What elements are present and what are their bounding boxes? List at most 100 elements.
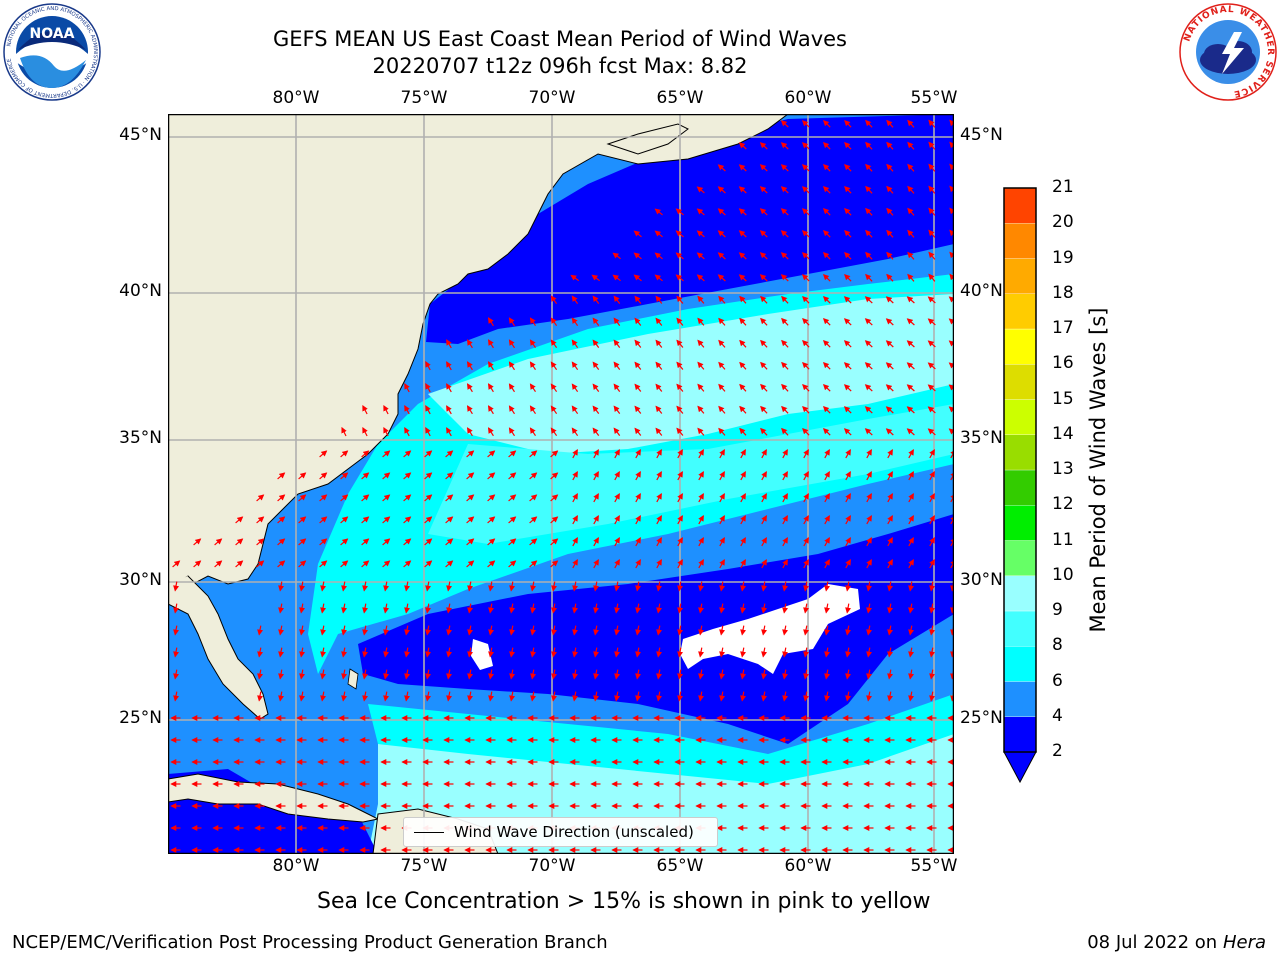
wind-arrow <box>929 515 935 525</box>
wind-arrow <box>822 339 831 348</box>
wind-arrow <box>550 516 559 524</box>
wind-arrow <box>654 208 663 216</box>
colorbar <box>1003 187 1037 784</box>
wind-arrow <box>425 669 432 680</box>
wind-arrow <box>802 361 810 370</box>
wind-arrow <box>634 361 642 370</box>
wind-arrow <box>340 538 349 546</box>
wind-arrow <box>593 449 599 459</box>
wind-arrow <box>677 647 684 658</box>
wind-arrow <box>508 361 516 371</box>
wind-arrow <box>738 186 747 194</box>
wind-arrow <box>613 361 621 370</box>
wind-arrow <box>341 581 348 592</box>
wind-arrow <box>361 472 370 480</box>
wind-arrow <box>445 472 454 480</box>
wind-arrow <box>718 405 726 414</box>
wind-arrow <box>801 230 810 238</box>
wind-arrow <box>822 251 831 260</box>
wind-arrow <box>887 515 893 525</box>
wind-arrow <box>719 537 725 547</box>
wind-arrow <box>446 383 452 393</box>
wind-arrow <box>340 516 349 524</box>
wind-arrow <box>551 625 558 636</box>
wind-arrow <box>319 538 328 546</box>
wind-arrow <box>802 339 810 348</box>
wind-arrow <box>845 603 852 614</box>
wind-arrow <box>740 647 747 658</box>
wind-arrow <box>782 515 788 525</box>
wind-arrow <box>907 163 915 172</box>
colorbar-label: Mean Period of Wind Waves [s] <box>1086 307 1110 633</box>
wind-arrow <box>634 405 642 414</box>
wind-arrow <box>802 317 810 326</box>
wind-arrow <box>572 669 579 680</box>
wind-arrow <box>634 339 642 348</box>
wind-arrow <box>257 669 264 680</box>
wind-arrow <box>654 252 663 260</box>
wind-arrow <box>529 450 538 458</box>
wind-arrow <box>593 691 600 702</box>
wind-arrow <box>424 472 433 480</box>
wind-arrow <box>928 119 936 128</box>
wind-arrow <box>803 581 810 592</box>
wind-arrow <box>822 229 831 238</box>
wind-arrow <box>719 559 725 569</box>
wind-arrow <box>341 691 348 702</box>
wind-arrow <box>173 647 180 658</box>
wind-arrow <box>887 493 893 503</box>
wind-arrow <box>677 603 684 614</box>
wind-arrow <box>613 295 621 304</box>
wind-arrow <box>866 669 873 680</box>
wind-arrow <box>676 295 684 304</box>
wind-arrow <box>928 229 936 238</box>
wind-arrow <box>908 493 914 503</box>
lat-label-left: 45°N <box>119 125 162 145</box>
wind-arrow <box>697 317 705 326</box>
wind-arrow <box>887 471 893 481</box>
wind-arrow <box>550 295 558 305</box>
lat-label-right: 25°N <box>960 708 1003 728</box>
wind-arrow <box>885 428 894 436</box>
wind-arrow <box>803 471 809 481</box>
legend-line-swatch <box>414 831 444 833</box>
wind-arrow <box>425 603 432 614</box>
wind-arrow <box>319 494 328 502</box>
wind-arrow <box>677 471 683 481</box>
wind-arrow <box>319 560 328 568</box>
lat-label-right: 30°N <box>960 570 1003 590</box>
wind-arrow <box>718 427 726 436</box>
wind-arrow <box>509 603 516 614</box>
wind-arrow <box>487 450 496 458</box>
wind-arrow <box>844 141 852 150</box>
wind-arrow <box>487 339 494 349</box>
land-nova-scotia <box>606 123 689 155</box>
wind-arrow <box>633 274 642 282</box>
wind-arrow <box>446 669 453 680</box>
wind-arrow <box>864 428 873 436</box>
colorbar-frame <box>1003 187 1037 753</box>
wind-arrow <box>172 560 181 568</box>
wind-arrow <box>824 449 830 459</box>
wind-arrow <box>404 581 411 592</box>
wind-arrow <box>655 427 663 436</box>
wind-arrow <box>404 647 411 658</box>
wind-arrow <box>550 339 558 349</box>
wind-arrow <box>530 669 537 680</box>
wind-arrow <box>677 581 684 592</box>
wind-arrow <box>719 603 726 614</box>
wind-arrow <box>425 361 431 371</box>
wind-arrow <box>655 361 663 370</box>
wind-arrow <box>550 405 558 415</box>
wind-arrow <box>906 406 915 414</box>
wind-wave-direction-arrows <box>170 119 954 853</box>
wind-arrow <box>654 274 663 282</box>
wind-arrow <box>675 208 684 216</box>
wind-arrow <box>928 141 936 150</box>
wind-arrow <box>865 273 873 282</box>
colorbar-tick-label: 20 <box>1052 212 1074 233</box>
wind-arrow <box>487 560 496 568</box>
colorbar-tick-label: 16 <box>1052 353 1074 374</box>
wind-arrow <box>760 383 768 392</box>
wind-arrow <box>739 383 747 392</box>
